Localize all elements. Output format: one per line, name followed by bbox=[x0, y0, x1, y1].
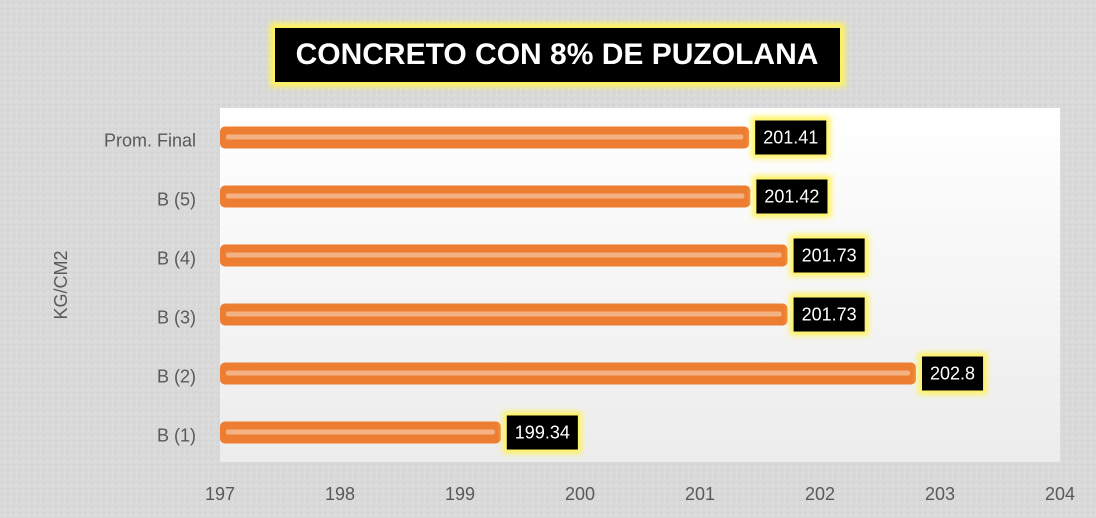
value-label-box bbox=[793, 297, 865, 332]
y-tick-label: B (4) bbox=[157, 248, 196, 268]
x-tick-label: 197 bbox=[205, 484, 235, 504]
bar-highlight bbox=[226, 429, 495, 435]
bar-highlight bbox=[226, 193, 745, 199]
x-tick-label: 201 bbox=[685, 484, 715, 504]
value-label-box bbox=[756, 179, 828, 214]
y-tick-label: B (5) bbox=[157, 189, 196, 209]
x-tick-label: 200 bbox=[565, 484, 595, 504]
value-label-box bbox=[755, 120, 827, 155]
x-tick-label: 198 bbox=[325, 484, 355, 504]
value-label-box bbox=[506, 415, 578, 450]
x-tick-label: 202 bbox=[805, 484, 835, 504]
y-tick-label: B (1) bbox=[157, 425, 196, 445]
plot-area bbox=[220, 108, 1060, 462]
x-tick-label: 204 bbox=[1045, 484, 1075, 504]
bar-highlight bbox=[226, 252, 782, 258]
value-label: 201.73 bbox=[802, 304, 857, 324]
bar-highlight bbox=[226, 311, 782, 317]
y-tick-label: B (3) bbox=[157, 307, 196, 327]
y-tick-label: B (2) bbox=[157, 366, 196, 386]
value-label-box bbox=[922, 356, 984, 391]
value-label: 201.73 bbox=[802, 245, 857, 265]
x-tick-label: 199 bbox=[445, 484, 475, 504]
y-tick-label: Prom. Final bbox=[104, 130, 196, 150]
bar-highlight bbox=[226, 370, 910, 376]
y-axis-label: KG/CM2 bbox=[51, 250, 71, 319]
value-label-box bbox=[793, 238, 865, 273]
title-box bbox=[275, 28, 840, 82]
x-tick-label: 203 bbox=[925, 484, 955, 504]
value-label: 201.41 bbox=[763, 127, 818, 147]
chart-title: CONCRETO CON 8% DE PUZOLANA bbox=[296, 38, 819, 71]
value-label: 202.8 bbox=[930, 363, 975, 383]
value-label: 199.34 bbox=[515, 422, 570, 442]
value-label: 201.42 bbox=[764, 186, 819, 206]
bar-highlight bbox=[226, 134, 744, 140]
